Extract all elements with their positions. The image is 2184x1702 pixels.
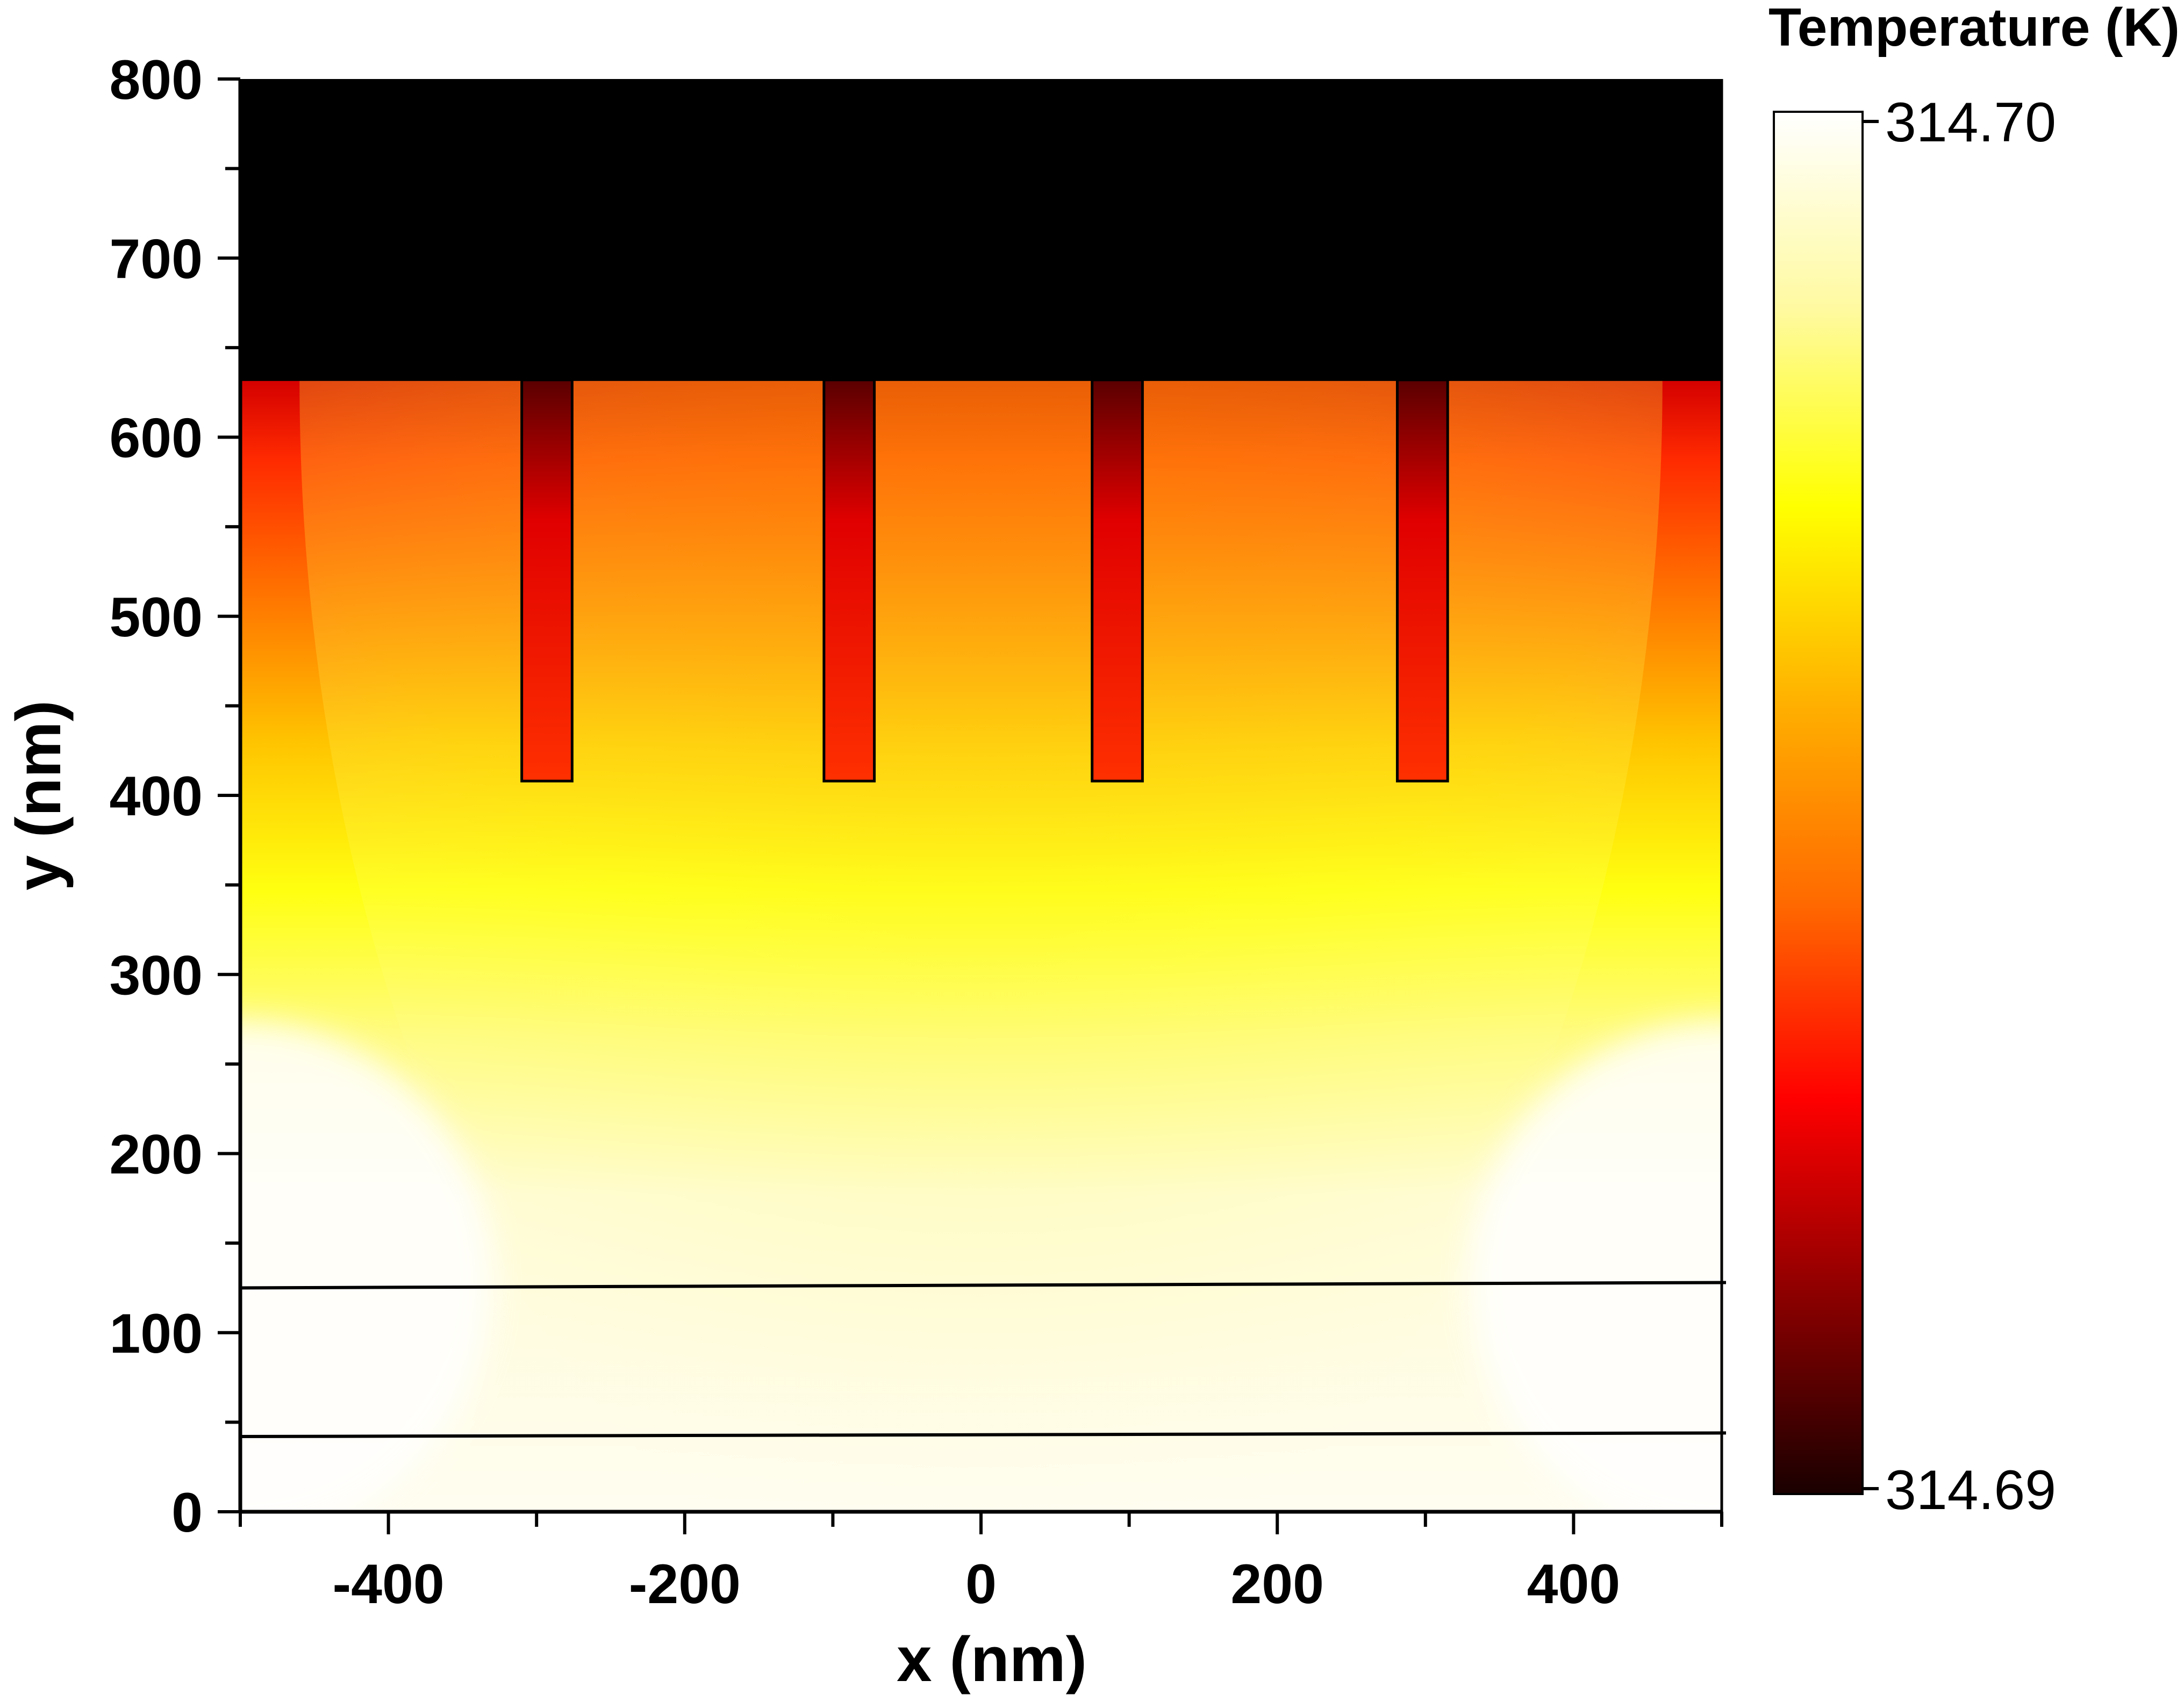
colorbar: Temperature (K) 314.70 314.69	[1768, 0, 2180, 1521]
y-axis-ticks: 0 100 200 300 400 500 600 700 800	[109, 49, 240, 1544]
y-tick-label: 400	[109, 765, 203, 828]
y-tick-label: 100	[109, 1303, 203, 1365]
top-region	[240, 79, 1722, 381]
x-tick-label: 200	[1230, 1553, 1324, 1615]
y-tick-label: 200	[109, 1124, 203, 1186]
pillar-4	[1395, 378, 1449, 782]
cool-region-right	[1469, 1021, 1722, 1512]
y-tick-label: 0	[171, 1482, 203, 1544]
x-tick-label: -400	[333, 1553, 445, 1615]
colorbar-max-label: 314.70	[1885, 91, 2056, 154]
y-tick-label: 300	[109, 944, 203, 1007]
x-axis-ticks: -400 -200 0 200 400	[239, 1512, 1723, 1615]
temperature-field	[240, 79, 1722, 1512]
x-tick-label: 400	[1527, 1553, 1621, 1615]
layer-line-1	[240, 1281, 1727, 1290]
colorbar-title: Temperature (K)	[1768, 0, 2180, 58]
pillar-2	[822, 378, 876, 782]
y-tick-label: 800	[109, 49, 203, 111]
y-axis-title: y (nm)	[3, 700, 74, 891]
colorbar-gradient	[1773, 111, 1864, 1495]
pillar-outlines	[520, 378, 1449, 782]
x-tick-label: 0	[965, 1553, 997, 1615]
layer-boundary-lines	[240, 1281, 1727, 1439]
y-tick-label: 600	[109, 407, 203, 470]
pillar-3	[1091, 378, 1144, 782]
warm-plume	[299, 79, 1663, 1512]
y-tick-label: 700	[109, 228, 203, 290]
layer-line-2	[240, 1431, 1727, 1439]
x-axis-title: x (nm)	[897, 1624, 1087, 1695]
colorbar-min-label: 314.69	[1885, 1459, 2056, 1521]
cool-region-left	[240, 1021, 493, 1512]
x-tick-label: -200	[629, 1553, 741, 1615]
pillar-1	[520, 378, 574, 782]
y-tick-label: 500	[109, 586, 203, 649]
